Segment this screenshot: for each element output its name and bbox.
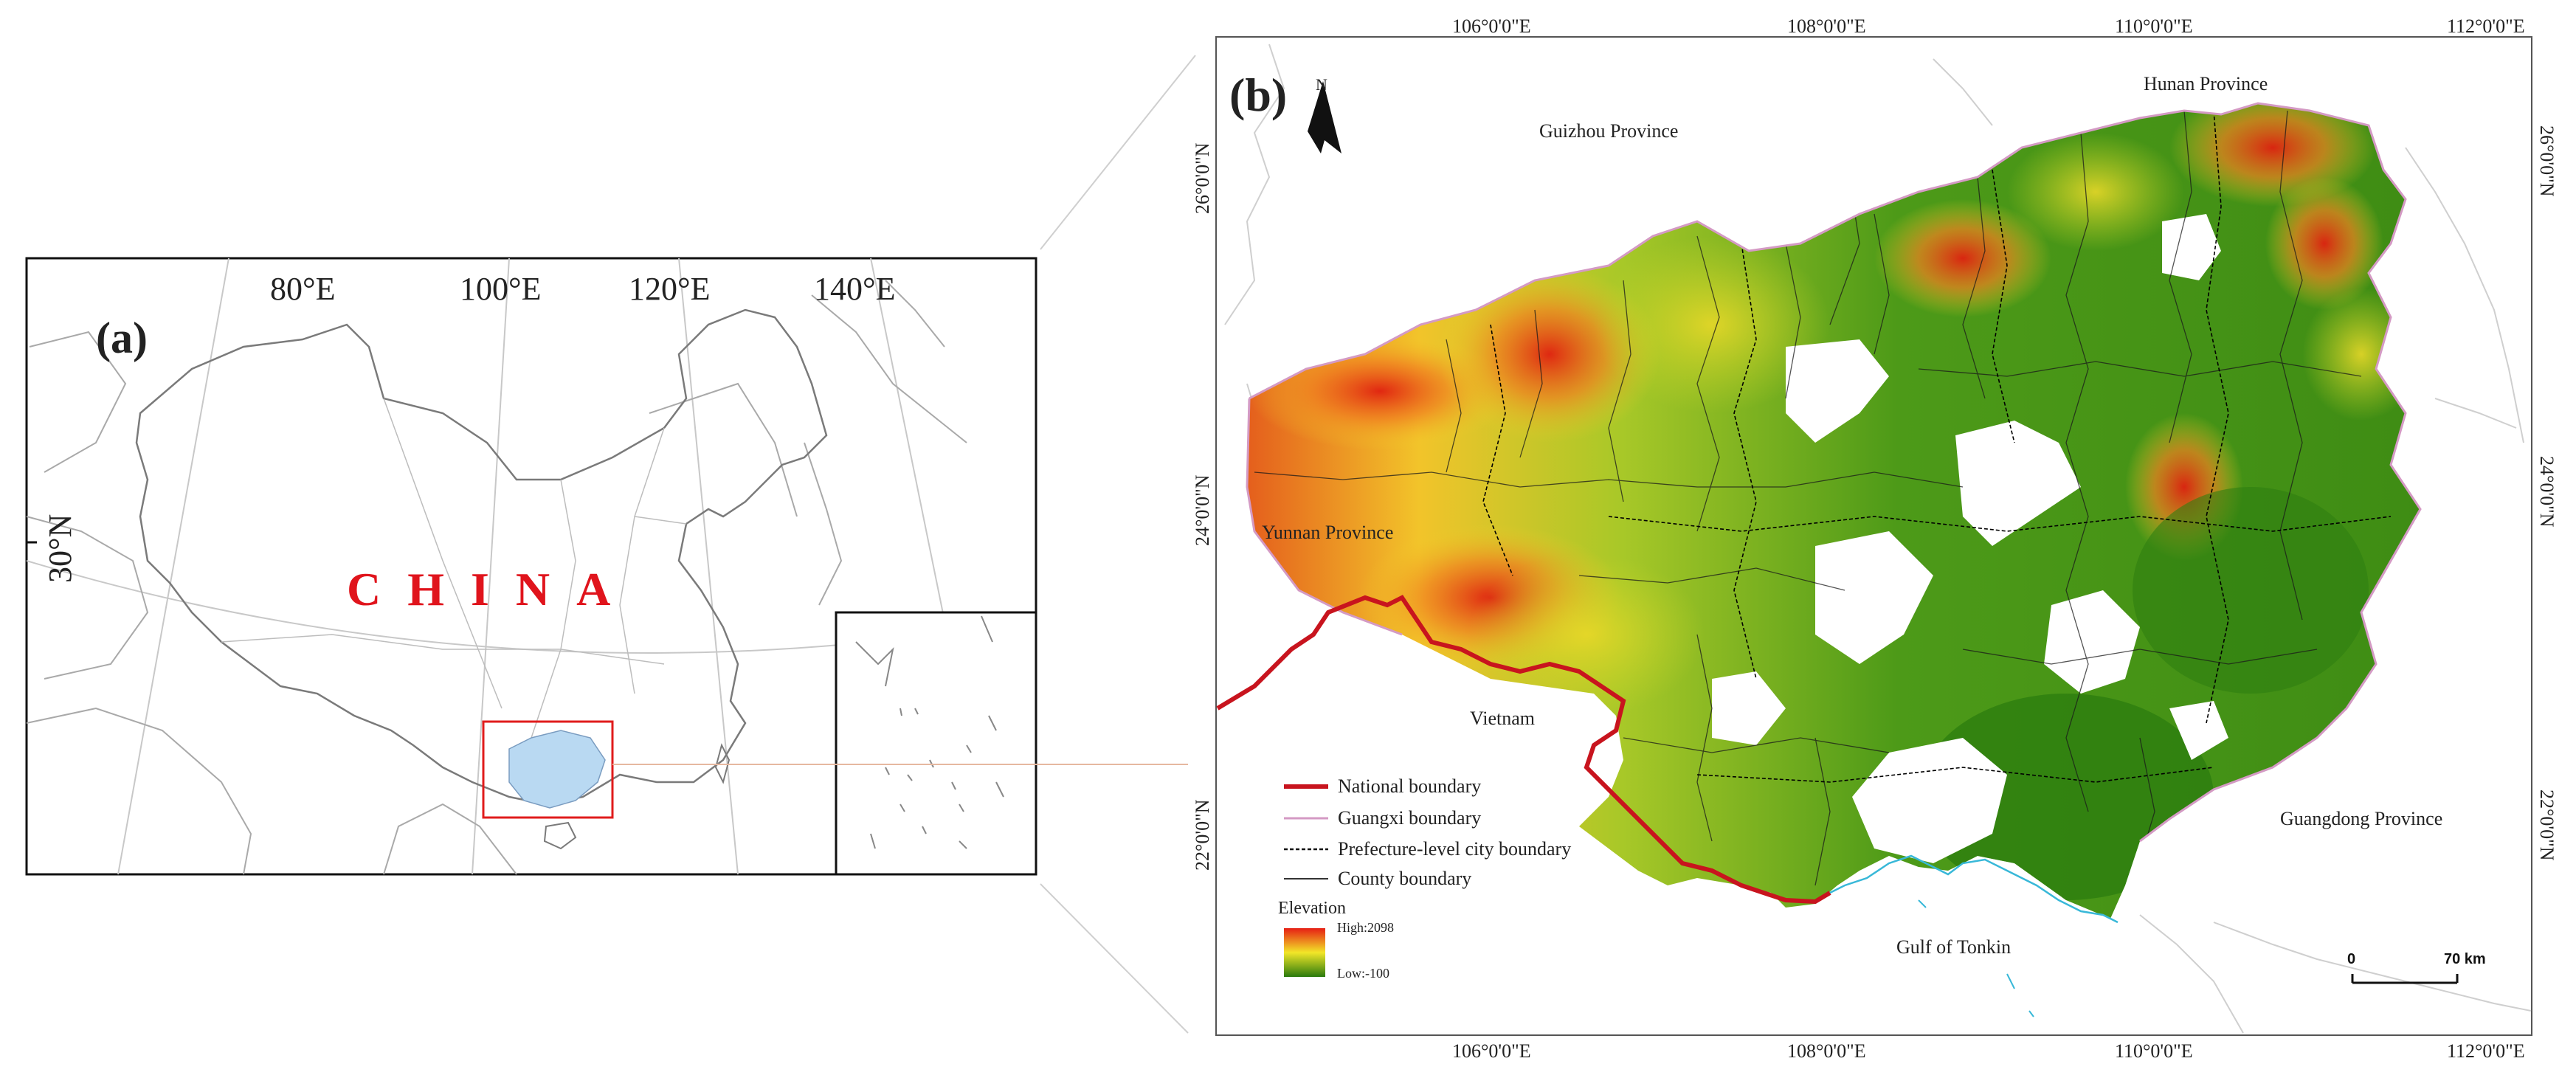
legend-high: High:2098: [1337, 920, 1394, 935]
lon-label-140: 140°E: [814, 271, 895, 307]
top-lon-110: 110°0'0"E: [2115, 15, 2193, 37]
guangxi-boundary: [1249, 102, 2422, 843]
top-lon-108: 108°0'0"E: [1787, 15, 1866, 37]
legend-county: County boundary: [1338, 868, 1471, 889]
guangxi-locator-box: [482, 720, 614, 819]
coast-islands: [1918, 899, 2034, 1017]
top-lon-106: 106°0'0"E: [1452, 15, 1531, 37]
panel-a-label: (a): [96, 314, 148, 362]
label-yunnan: Yunnan Province: [1262, 522, 1393, 543]
legend-national: National boundary: [1338, 775, 1481, 797]
bottom-lon-106: 106°0'0"E: [1452, 1040, 1531, 1062]
national-boundary: [1216, 595, 1831, 905]
lon-label-100: 100°E: [460, 271, 541, 307]
bottom-lon-108: 108°0'0"E: [1787, 1040, 1866, 1062]
label-guizhou: Guizhou Province: [1539, 120, 1678, 142]
zoom-line-bottom: [1040, 883, 1189, 1034]
hainan-island: [543, 821, 577, 850]
zoom-line-top: [1040, 55, 1196, 250]
scale-bar: [2351, 974, 2459, 984]
coastline: [1829, 854, 2119, 924]
legend-prefecture: Prefecture-level city boundary: [1338, 838, 1571, 860]
north-label: N: [1316, 75, 1327, 94]
label-guangdong: Guangdong Province: [2280, 808, 2442, 829]
panel-a-inset-map: (a) 80°E 100°E 120°E 140°E 30°N CHINA: [25, 55, 1196, 1034]
taiwan-island: [714, 743, 731, 784]
right-lat-24: 24°0'0"N: [2536, 456, 2558, 528]
lon-label-80: 80°E: [270, 271, 335, 307]
lat-label-30: 30°N: [42, 514, 78, 583]
bottom-lon-112: 112°0'0"E: [2447, 1040, 2525, 1062]
country-label: CHINA: [347, 563, 637, 615]
china-provinces: [221, 398, 687, 739]
scale-distance: 70 km: [2444, 951, 2486, 967]
scale-zero: 0: [2347, 951, 2355, 967]
south-china-sea-islands: [855, 615, 1004, 849]
guangxi-west-boundary: [1246, 398, 1403, 636]
legend-elevation-title: Elevation: [1278, 899, 1346, 918]
legend-guangxi: Guangxi boundary: [1338, 807, 1481, 829]
china-outline: [135, 308, 828, 806]
bottom-lon-110: 110°0'0"E: [2115, 1040, 2193, 1062]
right-lat-22: 22°0'0"N: [2536, 789, 2558, 861]
label-vietnam: Vietnam: [1470, 708, 1535, 729]
legend-low: Low:-100: [1337, 966, 1389, 981]
panel-b-label: (b): [1229, 69, 1287, 121]
label-tonkin: Gulf of Tonkin: [1896, 936, 2011, 958]
left-lat-26: 26°0'0"N: [1192, 142, 1213, 214]
left-lat-24: 24°0'0"N: [1192, 474, 1213, 546]
right-lat-26: 26°0'0"N: [2536, 125, 2558, 197]
lon-label-120: 120°E: [629, 271, 710, 307]
elevation-color-ramp: [1284, 928, 1325, 977]
guangxi-highlight: [508, 730, 606, 809]
left-lat-22: 22°0'0"N: [1192, 799, 1213, 871]
map-legend: [1284, 784, 1328, 977]
label-hunan: Hunan Province: [2144, 73, 2268, 94]
panel-b-main-map: 0 70 km N (b) 106°0'0"E 108°0'0"E 110°0'…: [1192, 15, 2558, 1062]
north-arrow-icon: [1308, 81, 1341, 153]
top-lon-112: 112°0'0"E: [2447, 15, 2525, 37]
panel-a-neighbors: [26, 280, 967, 875]
